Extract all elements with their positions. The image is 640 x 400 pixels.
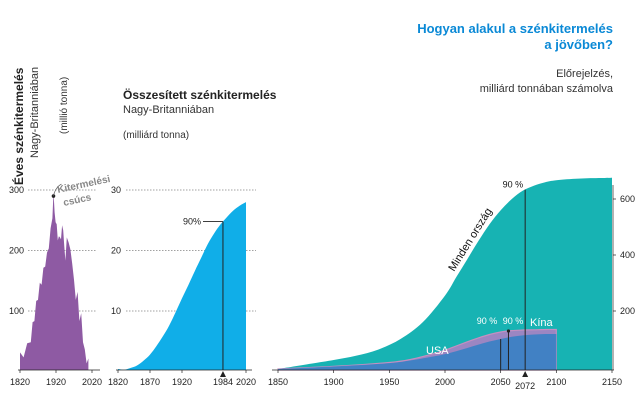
peak-label-line2: csúcs <box>62 192 92 209</box>
mid-xtick-label: 1820 <box>108 377 128 387</box>
left-xtick-label: 2020 <box>82 377 102 387</box>
china-series-label: Kína <box>530 317 554 329</box>
left-ytick-label: 200 <box>9 246 24 256</box>
mid-panel-title: Összesített szénkitermelés <box>123 87 277 102</box>
mid-90pct-label: 90% <box>183 217 201 227</box>
china-90pct-dot <box>506 329 511 333</box>
right-xtick-label: 1900 <box>324 377 344 387</box>
mid-xtick-label: 1920 <box>172 377 192 387</box>
right-xtick-label: 2050 <box>491 377 511 387</box>
mid-panel-labels: Összesített szénkitermelés Nagy-Britanni… <box>123 87 277 141</box>
right-ytick-label: 200 <box>620 306 635 316</box>
world-marker-year: 2072 <box>515 381 535 391</box>
right-ytick-label: 400 <box>620 250 635 260</box>
right-xtick-label: 1850 <box>268 377 288 387</box>
right-xtick-label: 2100 <box>546 377 566 387</box>
mid-marker-triangle <box>219 371 226 377</box>
right-panel-subtitle-line1: Előrejelzés, <box>556 68 613 80</box>
peak-connector <box>53 183 62 197</box>
left-xtick-label: 1820 <box>10 377 30 387</box>
mid-xtick-label: 2020 <box>236 377 256 387</box>
annual-production-area <box>20 192 89 370</box>
right-ytick-label: 600 <box>620 194 635 204</box>
cumulative-production-chart: 10 20 30 90% 1820 1870 1920 1984 2020 <box>108 185 256 387</box>
right-xtick-label: 2000 <box>435 377 455 387</box>
mid-ytick-label: 10 <box>111 306 121 316</box>
left-ytick-label: 100 <box>9 306 24 316</box>
left-xtick-label: 1920 <box>46 377 66 387</box>
mid-ytick-label: 20 <box>111 246 121 256</box>
usa-series-label: USA <box>426 345 449 357</box>
china-90pct-label: 90 % <box>503 316 524 326</box>
right-panel-subtitle-line2: milliárd tonnában számolva <box>480 83 614 95</box>
left-panel-unit: (millió tonna) <box>59 77 70 134</box>
right-xtick-label: 1950 <box>379 377 399 387</box>
world-area <box>278 177 612 370</box>
left-panel-labels: Éves szénkitermelés Nagy-Britanniában (m… <box>11 67 70 185</box>
cumulative-production-area <box>118 202 246 370</box>
right-panel-title-line1: Hogyan alakul a szénkitermelés <box>417 21 613 36</box>
mid-ytick-label: 30 <box>111 185 121 195</box>
mid-panel-subtitle: Nagy-Britanniában <box>123 104 214 116</box>
world-90pct-label: 90 % <box>503 180 524 190</box>
right-panel-labels: Hogyan alakul a szénkitermelés a jövőben… <box>417 21 614 95</box>
world-marker-triangle <box>522 371 529 377</box>
mid-xtick-label: 1870 <box>140 377 160 387</box>
left-panel-title: Éves szénkitermelés <box>11 67 26 185</box>
mid-xtick-label: 1984 <box>213 377 233 387</box>
right-xtick-label: 2150 <box>602 377 622 387</box>
left-panel-subtitle: Nagy-Britanniában <box>29 67 41 158</box>
mid-panel-unit: (milliárd tonna) <box>123 130 189 141</box>
right-panel-title-line2: a jövőben? <box>544 37 613 52</box>
usa-area <box>278 333 557 370</box>
left-ytick-label: 300 <box>9 185 24 195</box>
usa-90pct-label: 90 % <box>477 316 498 326</box>
